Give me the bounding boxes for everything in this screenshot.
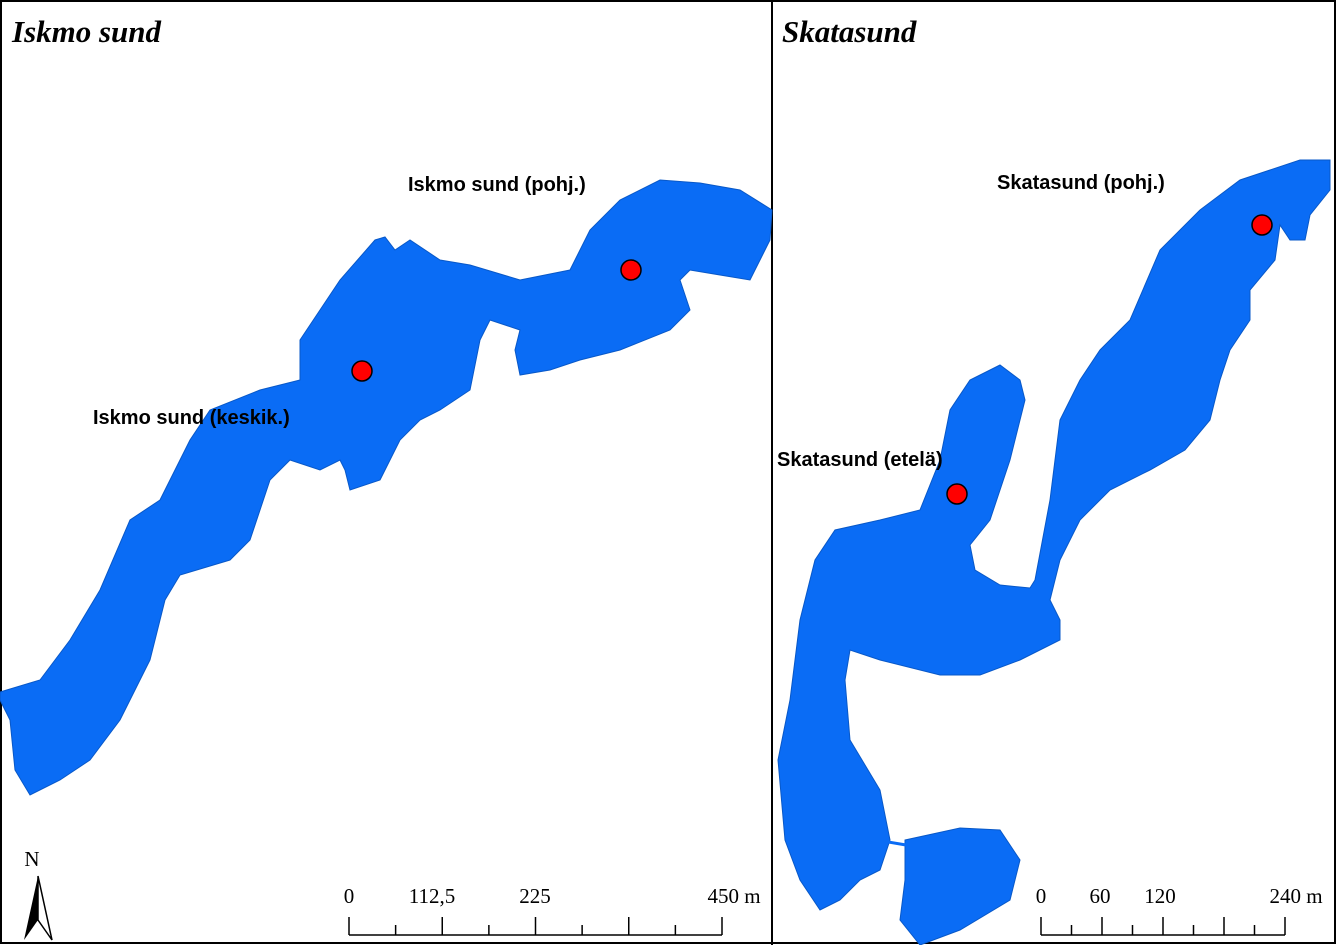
north-arrow xyxy=(37,875,53,941)
lake xyxy=(899,827,1021,945)
site-label: Skatasund (etelä) xyxy=(777,449,943,471)
scale-bar: 0 112,5 225 450 m xyxy=(344,884,761,936)
scale-label: 240 m xyxy=(1269,884,1322,908)
scale-label: 225 xyxy=(519,884,551,908)
site-point xyxy=(1251,214,1273,236)
channel xyxy=(887,840,907,847)
scale-label: 0 xyxy=(1036,884,1047,908)
north-arrow xyxy=(24,876,38,940)
panel-title: Iskmo sund xyxy=(11,14,162,49)
scale-label: 60 xyxy=(1090,884,1111,908)
scale-label: 112,5 xyxy=(409,884,455,908)
site-label: Iskmo sund (pohj.) xyxy=(408,174,586,196)
site-point xyxy=(620,259,642,281)
site-label: Skatasund (pohj.) xyxy=(997,172,1165,194)
scale-label: 450 m xyxy=(707,884,760,908)
scale-bar: 0 60 120 240 m xyxy=(1036,884,1323,936)
panel-title: Skatasund xyxy=(782,14,917,49)
site-label: Iskmo sund (keskik.) xyxy=(93,407,290,429)
lake xyxy=(0,179,773,796)
north-label: N xyxy=(24,847,39,871)
site-point xyxy=(351,360,373,382)
scale-label: 120 xyxy=(1144,884,1176,908)
lake xyxy=(777,159,1331,911)
site-point xyxy=(946,483,968,505)
scale-label: 0 xyxy=(344,884,355,908)
